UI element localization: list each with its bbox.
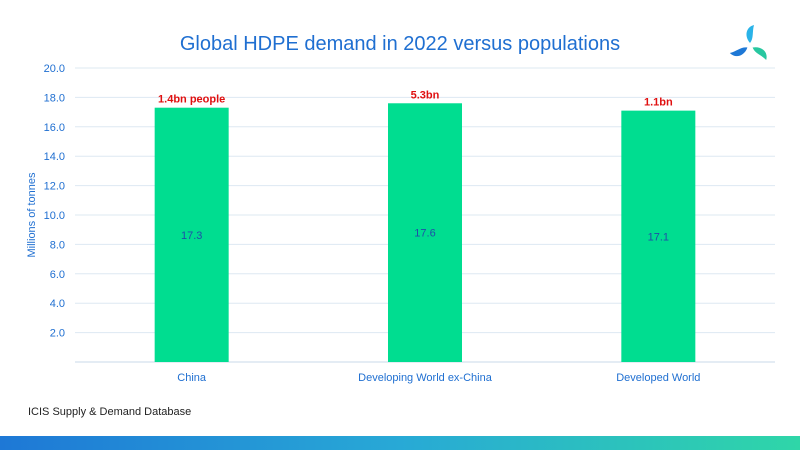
y-tick-label: 2.0 [50,328,65,340]
y-tick-label: 10.0 [44,210,65,222]
y-tick-label: 14.0 [44,151,65,163]
bar-annotation: 5.3bn [411,89,440,101]
y-tick-label: 6.0 [50,269,65,281]
bar [621,110,696,362]
bar-annotation: 1.1bn [644,97,673,109]
icis-logo-icon [729,25,767,60]
bar-value-label: 17.6 [414,228,435,240]
chart-title: Global HDPE demand in 2022 versus popula… [179,33,621,55]
y-tick-label: 20.0 [44,63,65,75]
y-tick-label: 16.0 [44,122,65,134]
y-tick-label: 8.0 [50,239,65,251]
source-note: ICIS Supply & Demand Database [28,406,192,418]
y-tick-label: 18.0 [44,92,65,104]
y-tick-label: 12.0 [44,181,65,193]
x-tick-label: Developed World [616,372,700,384]
footer-gradient-bar [0,436,800,450]
x-tick-label: China [177,372,207,384]
bar [388,103,462,362]
x-tick-label: Developing World ex-China [358,372,493,384]
bar-value-label: 17.1 [648,231,669,243]
bar-value-label: 17.3 [181,230,202,242]
bar-annotation: 1.4bn people [158,94,225,106]
y-tick-label: 4.0 [50,298,65,310]
bar [154,107,229,362]
